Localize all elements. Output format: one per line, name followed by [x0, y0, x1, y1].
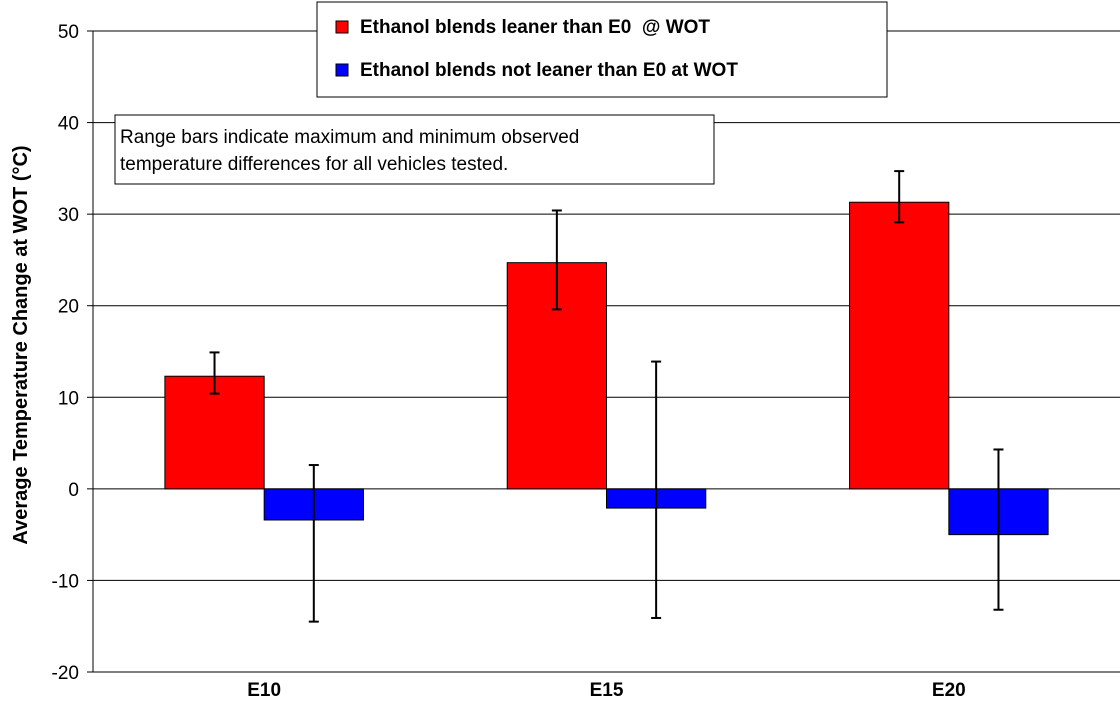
- y-axis-label: Average Temperature Change at WOT (°C): [10, 145, 32, 544]
- y-tick-label: -10: [52, 571, 79, 592]
- legend-label-blue: Ethanol blends not leaner than E0 at WOT: [360, 60, 738, 81]
- bar-E10-series-1: [164, 375, 265, 490]
- range-bars: [209, 170, 1004, 623]
- range-bar-E15-series-1: [551, 209, 562, 311]
- bars: [164, 201, 1049, 536]
- legend-swatch-blue: [335, 63, 349, 77]
- y-tick-label: 50: [58, 22, 79, 43]
- axes: [92, 31, 1120, 673]
- range-bar-E10-series-1: [209, 351, 220, 395]
- legend-swatch-red: [335, 20, 349, 34]
- y-tick-label: 40: [58, 114, 79, 135]
- y-tick-label: 10: [58, 388, 79, 409]
- legend: Ethanol blends leaner than E0 @ WOT Etha…: [316, 1, 888, 98]
- bar-E20-series-1: [849, 201, 950, 490]
- legend-box: [316, 1, 888, 98]
- annotation-box: [114, 114, 715, 185]
- y-axis-ticks: -20 -10 0 10 20 30 40 50: [52, 22, 93, 684]
- range-bar-E20-series-1: [894, 170, 905, 224]
- x-category-label: E15: [590, 680, 624, 701]
- annotation-note: Range bars indicate maximum and minimum …: [114, 114, 715, 185]
- y-tick-label: 20: [58, 297, 79, 318]
- y-tick-label: 30: [58, 205, 79, 226]
- x-axis-categories: E10 E15 E20: [247, 680, 965, 701]
- y-tick-label: -20: [52, 663, 79, 684]
- annotation-line-2: temperature differences for all vehicles…: [120, 154, 508, 175]
- annotation-line-1: Range bars indicate maximum and minimum …: [120, 127, 579, 148]
- x-category-label: E20: [932, 680, 966, 701]
- legend-label-red: Ethanol blends leaner than E0 @ WOT: [360, 17, 710, 38]
- y-tick-label: 0: [68, 480, 79, 501]
- range-bar-E20-series-2: [993, 448, 1004, 611]
- x-category-label: E10: [247, 680, 281, 701]
- range-bar-E10-series-2: [308, 464, 319, 623]
- range-bar-E15-series-2: [651, 360, 662, 619]
